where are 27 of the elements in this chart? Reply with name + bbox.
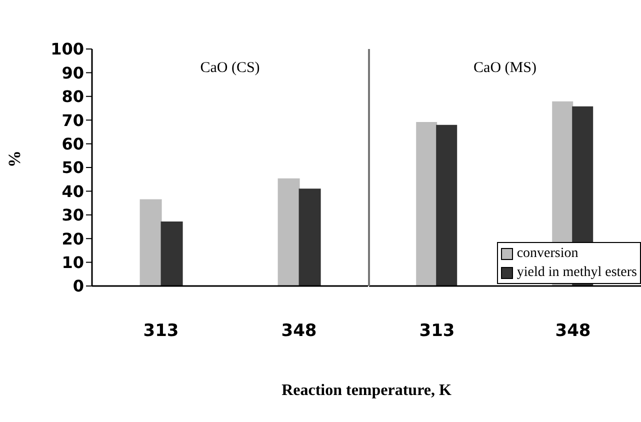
y-tick-label: 80 <box>62 87 84 106</box>
x-tick-label: 313 <box>143 321 179 342</box>
y-tick-label: 10 <box>62 252 84 272</box>
y-tick-label: 60 <box>62 134 84 154</box>
y-tick-label: 100 <box>50 40 84 59</box>
y-tick-label: 40 <box>62 182 84 201</box>
legend-label: yield in methyl esters <box>516 264 637 282</box>
y-tick-label: 70 <box>62 110 84 130</box>
text: CaO (CS) <box>199 59 261 78</box>
x-axis-title: Reaction temperature, K <box>280 382 452 400</box>
x-tick-label: 313 <box>419 321 455 342</box>
bar <box>436 124 458 286</box>
x-tick-label: 348 <box>281 321 317 342</box>
y-tick-label: 30 <box>62 206 84 225</box>
y-axis-title: % <box>5 150 24 168</box>
text: CaO (MS) <box>472 59 538 78</box>
y-tick-label: 90 <box>62 63 84 82</box>
x-tick-label: 348 <box>555 321 591 342</box>
legend-label: conversion <box>516 245 578 263</box>
bar <box>298 188 321 286</box>
y-tick-label: 50 <box>62 158 84 178</box>
y-tick-label: 0 <box>72 276 84 296</box>
bar <box>140 199 162 286</box>
bar <box>416 122 438 286</box>
bar <box>278 178 300 286</box>
y-tick-label: 20 <box>62 229 84 248</box>
bar <box>160 222 183 286</box>
